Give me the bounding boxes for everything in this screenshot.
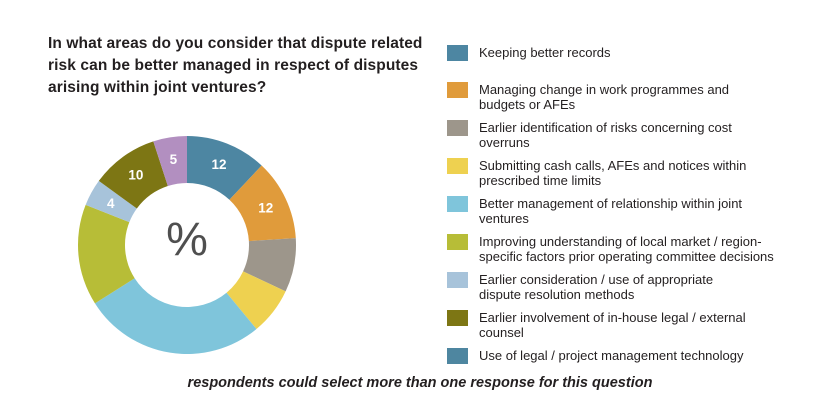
segment-value-label: 10	[128, 167, 143, 182]
donut-segment	[153, 136, 187, 187]
legend-label: Earlier involvement of in-house legal / …	[479, 310, 746, 340]
legend-swatch	[447, 234, 468, 250]
chart-title-line: arising within joint ventures?	[48, 79, 267, 96]
legend-label: Earlier consideration / use of appropria…	[479, 272, 714, 302]
legend-item: Earlier consideration / use of appropria…	[447, 271, 829, 302]
legend-label: Use of legal / project management techno…	[479, 348, 744, 363]
legend-item: Keeping better records	[447, 44, 829, 74]
legend-item: Improving understanding of local market …	[447, 233, 829, 264]
legend-swatch	[447, 45, 468, 61]
donut-segment	[77, 204, 135, 304]
legend-label: Submitting cash calls, AFEs and notices …	[479, 158, 747, 188]
donut-segment	[243, 238, 296, 292]
legend-swatch	[447, 82, 468, 98]
legend-swatch	[447, 120, 468, 136]
donut-segment	[187, 136, 262, 200]
donut-segment	[85, 180, 137, 223]
legend-item: Better management of relationship within…	[447, 195, 829, 226]
legend-item: Use of legal / project management techno…	[447, 347, 829, 377]
legend-swatch	[447, 272, 468, 288]
donut-segment	[98, 141, 168, 209]
legend-swatch	[447, 196, 468, 212]
legend-label: Improving understanding of local market …	[479, 234, 774, 264]
legend-swatch	[447, 348, 468, 364]
legend: Keeping better records Managing change in…	[447, 44, 829, 384]
legend-swatch	[447, 310, 468, 326]
chart-title-line: In what areas do you consider that dispu…	[48, 35, 423, 52]
segment-value-label: 12	[258, 201, 273, 216]
legend-swatch	[447, 158, 468, 174]
donut-segment	[229, 165, 296, 242]
segment-value-label: 5	[170, 152, 178, 167]
legend-item: Earlier involvement of in-house legal / …	[447, 309, 829, 340]
segment-value-label: 4	[107, 196, 115, 211]
legend-label: Better management of relationship within…	[479, 196, 743, 226]
donut-chart-container: 12 12 4 10 5 %	[72, 130, 302, 360]
donut-segment	[226, 271, 286, 329]
donut-chart: 12 12 4 10 5	[77, 136, 296, 355]
chart-title: In what areas do you consider that dispu…	[48, 33, 448, 99]
legend-label: Earlier identification of risks concerni…	[479, 120, 732, 150]
legend-label: Managing change in work programmes and bu…	[479, 82, 730, 112]
footnote: respondents could select more than one r…	[187, 375, 653, 391]
legend-item: Managing change in work programmes and bu…	[447, 81, 829, 112]
chart-title-line: risk can be better managed in respect of…	[48, 57, 419, 74]
donut-segment	[94, 278, 257, 355]
legend-item: Submitting cash calls, AFEs and notices …	[447, 157, 829, 188]
legend-label: Keeping better records	[479, 45, 611, 60]
legend-item: Earlier identification of risks concerni…	[447, 119, 829, 150]
segment-value-label: 12	[212, 157, 227, 172]
